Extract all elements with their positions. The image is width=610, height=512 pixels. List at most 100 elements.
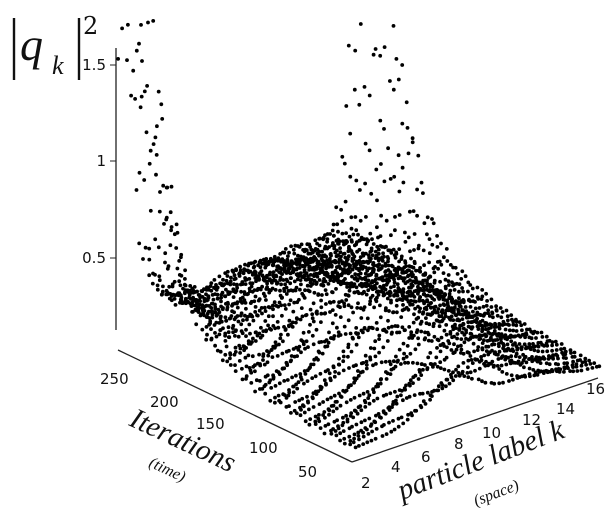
data-point xyxy=(553,339,558,344)
data-point xyxy=(328,256,332,261)
data-point xyxy=(365,316,370,321)
data-point xyxy=(353,445,358,450)
data-point xyxy=(452,342,456,347)
data-point xyxy=(482,362,486,366)
data-point xyxy=(338,246,342,251)
data-point xyxy=(460,269,465,274)
data-point xyxy=(468,370,473,375)
data-point xyxy=(308,322,312,327)
data-point xyxy=(297,398,302,403)
data-point xyxy=(244,346,249,350)
data-point xyxy=(172,297,177,301)
data-point xyxy=(497,349,502,354)
data-point xyxy=(493,321,497,326)
data-point xyxy=(232,282,236,286)
data-point xyxy=(240,366,244,371)
data-point xyxy=(278,252,283,256)
data-point xyxy=(361,442,366,446)
data-point xyxy=(426,288,431,293)
data-point xyxy=(462,340,467,345)
data-point xyxy=(395,293,400,298)
data-point xyxy=(370,253,375,258)
data-point xyxy=(382,286,387,291)
data-point xyxy=(353,48,358,53)
data-point xyxy=(484,303,489,308)
data-point xyxy=(310,376,315,380)
data-point xyxy=(191,295,196,300)
data-point xyxy=(215,296,220,301)
data-point xyxy=(231,289,236,293)
data-point xyxy=(303,419,308,424)
data-point xyxy=(326,340,331,345)
data-point xyxy=(303,257,307,262)
data-point xyxy=(376,293,381,297)
data-point xyxy=(400,121,405,126)
data-point xyxy=(477,323,481,328)
data-point xyxy=(210,293,215,297)
data-point xyxy=(307,407,311,412)
data-point xyxy=(346,303,351,308)
data-point xyxy=(341,420,346,425)
data-point xyxy=(394,251,399,256)
data-point xyxy=(439,319,444,324)
data-point xyxy=(306,399,310,404)
data-point xyxy=(388,248,393,253)
data-point xyxy=(244,374,249,379)
data-point xyxy=(322,378,327,383)
data-point xyxy=(527,357,531,361)
data-point xyxy=(277,342,281,347)
data-point xyxy=(156,89,161,94)
data-point xyxy=(170,284,175,289)
data-point xyxy=(274,303,279,308)
data-point xyxy=(423,402,428,406)
data-point xyxy=(249,381,254,385)
data-point xyxy=(271,373,275,378)
data-point xyxy=(348,398,353,402)
data-point xyxy=(257,278,261,282)
data-point xyxy=(459,337,464,341)
data-point xyxy=(401,290,406,295)
data-point xyxy=(399,257,404,261)
data-point xyxy=(328,376,333,381)
data-point xyxy=(466,289,470,294)
data-point xyxy=(551,353,555,358)
data-point xyxy=(237,343,242,348)
data-point xyxy=(404,264,408,268)
data-point xyxy=(395,267,400,272)
data-point xyxy=(397,330,402,335)
data-point xyxy=(336,304,341,308)
data-point xyxy=(305,262,310,267)
data-point xyxy=(447,283,451,287)
data-point xyxy=(177,279,182,284)
data-point xyxy=(412,259,417,264)
data-point xyxy=(221,326,225,331)
data-point xyxy=(386,325,391,330)
data-point xyxy=(226,330,231,335)
data-point xyxy=(304,339,309,344)
data-point xyxy=(257,297,262,301)
data-point xyxy=(441,271,446,275)
data-point xyxy=(289,411,293,415)
data-point xyxy=(435,364,440,369)
data-point xyxy=(375,198,379,203)
data-point xyxy=(296,348,301,352)
data-point xyxy=(563,349,568,354)
data-point xyxy=(514,351,519,356)
data-point xyxy=(503,327,508,332)
data-point xyxy=(241,318,245,323)
data-point xyxy=(367,93,372,98)
data-point xyxy=(418,266,422,270)
data-point xyxy=(428,294,433,299)
data-point xyxy=(277,398,281,403)
data-point xyxy=(223,352,228,357)
data-point xyxy=(297,274,301,278)
data-point xyxy=(483,332,487,337)
data-point xyxy=(309,247,314,252)
data-point xyxy=(501,342,506,346)
data-point xyxy=(444,247,449,251)
data-point xyxy=(319,305,324,310)
data-point xyxy=(226,325,231,330)
data-point xyxy=(295,277,300,282)
data-point xyxy=(365,390,370,394)
data-point xyxy=(366,261,371,265)
